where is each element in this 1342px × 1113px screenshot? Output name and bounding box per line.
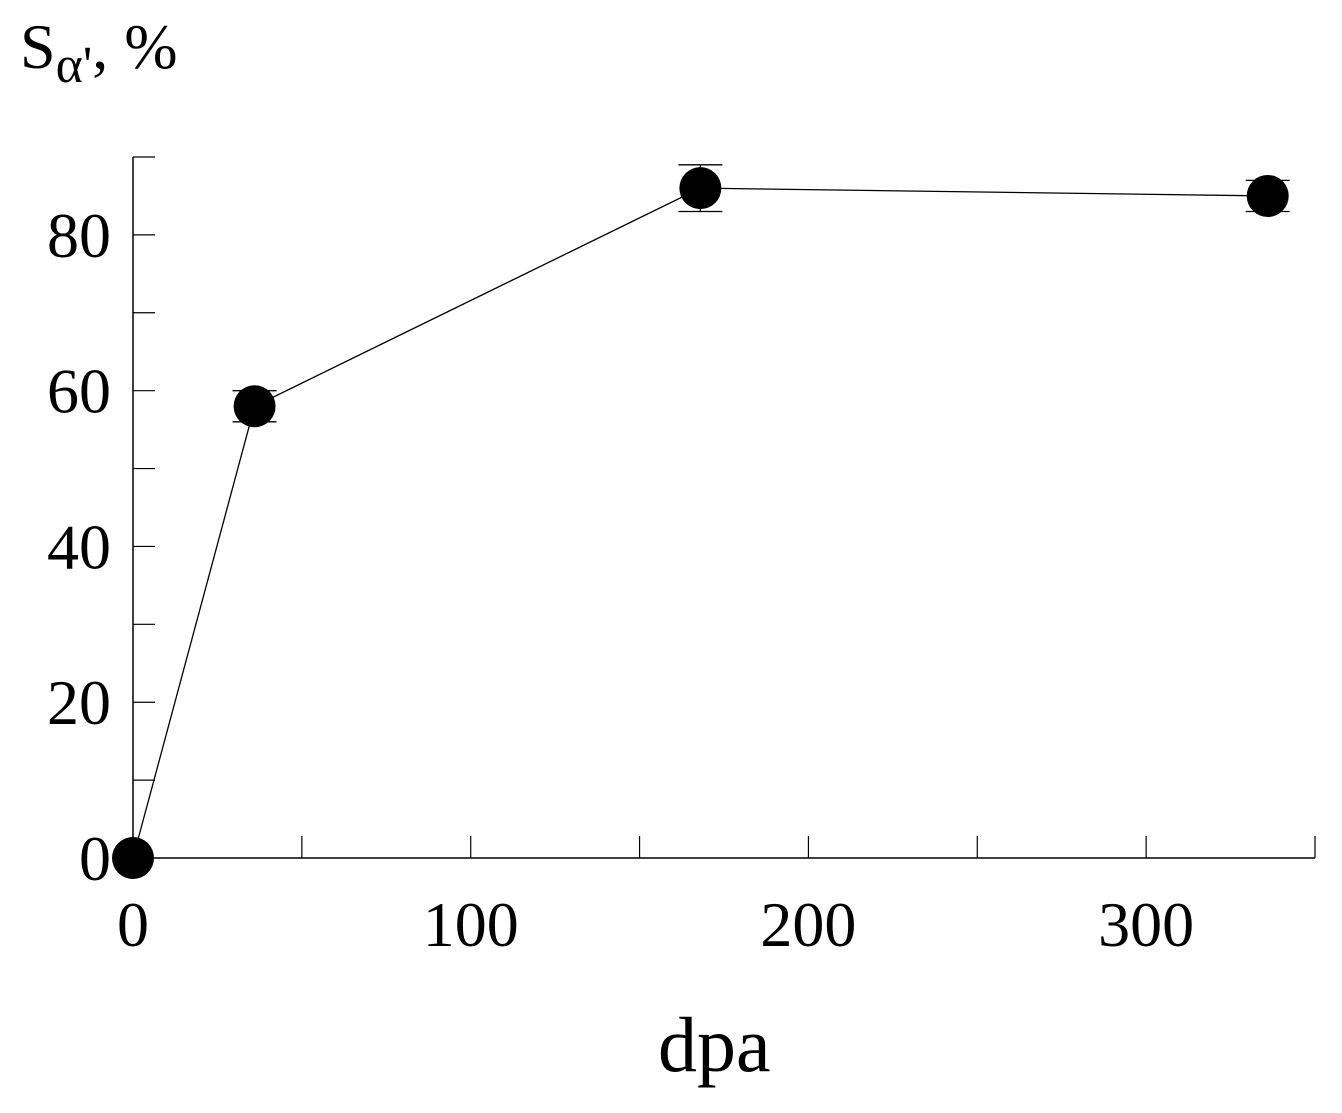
y-tick-label: 40: [47, 511, 111, 582]
x-tick-label: 200: [760, 889, 856, 960]
data-point: [679, 167, 722, 210]
x-axis-title: dpa: [658, 1001, 771, 1088]
y-tick-label: 20: [47, 667, 111, 738]
x-tick-label: 300: [1098, 889, 1194, 960]
y-tick-label: 80: [47, 200, 111, 271]
x-tick-label: 0: [117, 889, 149, 960]
data-point: [233, 385, 276, 428]
tick-labels: 0 100 200 300 0 20 40 60 80: [47, 200, 1194, 960]
y-axis-symbol: S: [20, 11, 56, 82]
x-tick-label: 100: [423, 889, 519, 960]
axes: [132, 157, 1315, 859]
series-line: [132, 187, 1268, 859]
data-point: [1246, 174, 1289, 217]
y-axis-title: Sα', %: [20, 10, 178, 94]
y-tick-label: 60: [47, 356, 111, 427]
y-tick-label: 0: [79, 823, 111, 894]
data-point: [112, 837, 154, 879]
plot-area: [112, 164, 1290, 879]
y-axis-subscript: α': [55, 37, 93, 94]
ticks: [133, 156, 1316, 858]
y-axis-unit: , %: [92, 11, 178, 82]
